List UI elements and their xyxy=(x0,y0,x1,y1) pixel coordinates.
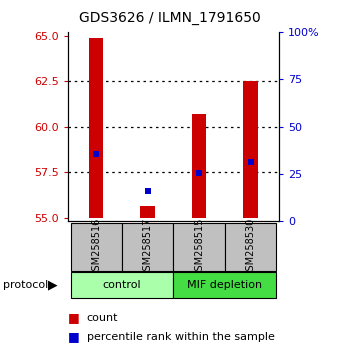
Bar xyxy=(173,272,276,298)
Text: percentile rank within the sample: percentile rank within the sample xyxy=(87,332,275,342)
Bar xyxy=(225,223,276,271)
Bar xyxy=(71,272,173,298)
Text: protocol: protocol xyxy=(3,280,49,290)
Text: ▶: ▶ xyxy=(48,278,57,291)
Text: MIF depletion: MIF depletion xyxy=(187,280,262,290)
Text: ■: ■ xyxy=(68,311,80,324)
Bar xyxy=(89,38,103,218)
Text: GSM258516: GSM258516 xyxy=(91,217,101,276)
Text: GDS3626 / ILMN_1791650: GDS3626 / ILMN_1791650 xyxy=(79,11,261,25)
Text: ■: ■ xyxy=(68,331,80,343)
Bar xyxy=(173,223,225,271)
Text: count: count xyxy=(87,313,118,322)
Text: GSM258515: GSM258515 xyxy=(194,217,204,276)
Bar xyxy=(122,223,173,271)
Bar xyxy=(243,81,258,218)
Text: GSM258530: GSM258530 xyxy=(245,217,256,276)
Bar xyxy=(192,114,206,218)
Text: GSM258517: GSM258517 xyxy=(143,217,153,276)
Bar xyxy=(140,206,155,218)
Text: control: control xyxy=(103,280,141,290)
Bar xyxy=(71,223,122,271)
